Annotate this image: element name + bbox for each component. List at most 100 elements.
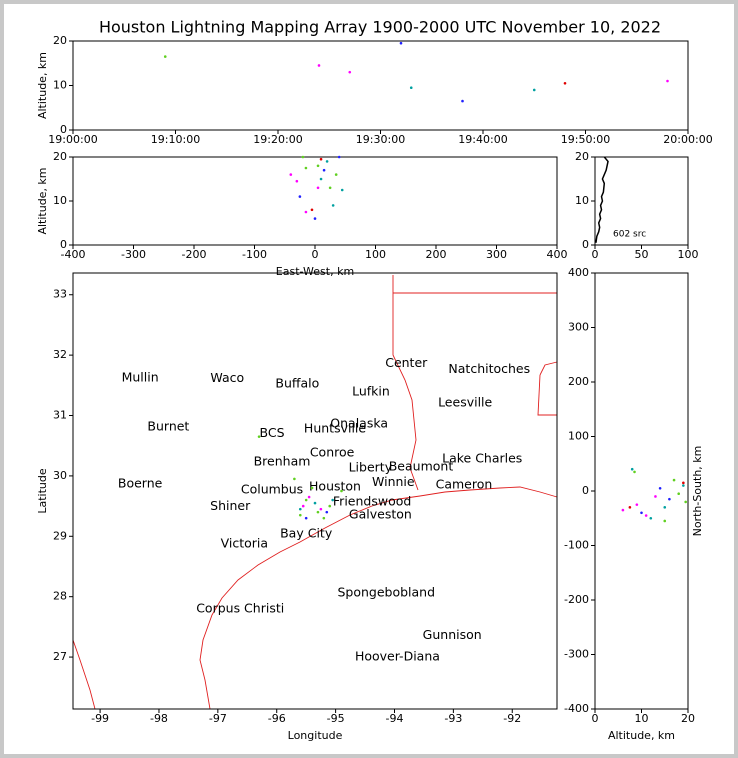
city-label: Buffalo	[275, 376, 319, 391]
x-tick-label: 100	[678, 248, 699, 261]
x-tick-label: 200	[426, 248, 447, 261]
source-point	[319, 177, 323, 181]
source-count: 602 src	[613, 230, 646, 240]
x-axis-label: East-West, km	[276, 265, 354, 278]
source-point	[316, 510, 320, 514]
source-point	[298, 507, 302, 511]
source-point	[563, 81, 567, 85]
source-point	[319, 157, 323, 161]
figure-title: Houston Lightning Mapping Array 1900-200…	[99, 18, 661, 37]
source-point	[313, 217, 317, 220]
x-tick-label: 400	[547, 248, 568, 261]
x-tick-label: 300	[486, 248, 507, 261]
city-label: Huntsville	[304, 420, 366, 435]
source-point	[301, 504, 305, 508]
source-point	[630, 467, 634, 471]
source-point	[658, 486, 662, 490]
x-tick-label: 10	[635, 712, 649, 725]
source-point	[663, 506, 667, 509]
source-point	[310, 486, 314, 490]
map-borders	[72, 275, 558, 710]
city-label: Shiner	[210, 498, 251, 513]
x-tick-label: 19:40:00	[458, 133, 507, 146]
y-tick-label: 10	[575, 194, 589, 207]
city-label: Friendswood	[333, 493, 411, 508]
y-tick-label: 10	[53, 194, 67, 207]
y-tick-label: 20	[575, 150, 589, 163]
source-point	[301, 155, 305, 159]
y-tick-label: 400	[568, 266, 589, 279]
city-label: Columbus	[241, 481, 303, 496]
source-point	[325, 510, 329, 514]
city-label: Onalaska	[330, 415, 388, 430]
source-point	[304, 166, 308, 170]
source-point	[409, 86, 413, 90]
y-tick-label: 0	[582, 238, 589, 251]
x-tick-label: -92	[503, 712, 521, 725]
source-point	[461, 99, 464, 103]
plot-frame	[72, 272, 558, 710]
source-point	[257, 435, 261, 438]
y-axis-label: Altitude, km	[36, 167, 49, 234]
source-point	[322, 516, 326, 520]
y-tick-label: 100	[568, 430, 589, 443]
y-tick-label: 28	[53, 590, 67, 603]
source-point	[337, 155, 341, 159]
city-label: Galveston	[349, 507, 412, 522]
city-label: Corpus Christi	[196, 600, 284, 615]
source-point	[677, 492, 680, 496]
x-tick-label: 0	[312, 248, 319, 261]
source-point	[640, 511, 643, 515]
x-tick-label: -93	[444, 712, 462, 725]
x-tick-label: 20	[681, 712, 695, 725]
x-tick-label: -100	[242, 248, 267, 261]
source-point	[307, 495, 311, 499]
x-tick-label: 0	[592, 248, 599, 261]
y-tick-label: -200	[564, 593, 589, 606]
y-tick-label: 200	[568, 375, 589, 388]
source-point	[319, 507, 323, 511]
source-point	[334, 173, 338, 176]
y-tick-label: 10	[53, 79, 67, 92]
city-label: Cameron	[436, 476, 493, 491]
state-border	[392, 275, 419, 491]
y-tick-label: -100	[564, 539, 589, 552]
source-point	[399, 41, 403, 45]
source-point	[316, 164, 320, 168]
source-point	[532, 88, 536, 92]
city-label: Lufkin	[352, 383, 390, 398]
source-point	[644, 514, 648, 517]
source-point	[298, 195, 302, 198]
x-tick-label: 19:50:00	[561, 133, 610, 146]
city-label: Gunnison	[423, 627, 482, 642]
city-label: Brenham	[254, 454, 311, 469]
source-point	[340, 489, 343, 493]
city-label: Leesville	[438, 394, 492, 409]
y-tick-label: 29	[53, 529, 67, 542]
y-tick-label: 33	[53, 288, 67, 301]
y-axis-label: Latitude	[36, 468, 49, 514]
x-axis-label: Altitude, km	[608, 729, 675, 742]
source-point	[649, 516, 653, 520]
x-tick-label: 19:20:00	[253, 133, 302, 146]
city-label: Houston	[309, 478, 361, 493]
city-label: Waco	[210, 370, 244, 385]
y-tick-label: 31	[53, 409, 67, 422]
city-label: Natchitoches	[448, 361, 530, 376]
source-point	[668, 497, 671, 501]
y-tick-label: 0	[582, 484, 589, 497]
source-point	[621, 508, 625, 512]
source-point	[317, 64, 321, 67]
source-point	[672, 478, 676, 482]
source-point	[295, 179, 299, 183]
x-tick-label: -97	[209, 712, 227, 725]
source-point	[304, 498, 308, 502]
city-label: Conroe	[310, 444, 355, 459]
source-point	[684, 500, 687, 504]
x-tick-label: 0	[592, 712, 599, 725]
source-point	[340, 188, 344, 192]
x-tick-label: 50	[635, 248, 649, 261]
city-label: Winnie	[372, 474, 415, 489]
source-point	[298, 513, 302, 517]
